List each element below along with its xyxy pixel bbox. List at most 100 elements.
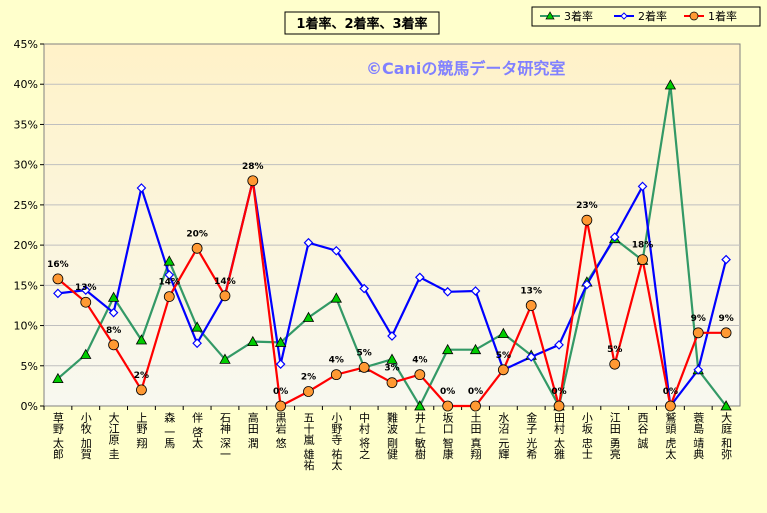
data-label: 14% xyxy=(214,277,236,287)
marker-2nd xyxy=(609,232,620,242)
marker-3rd xyxy=(386,353,398,364)
legend-label: 3着率 xyxy=(564,9,593,23)
x-tick-label: 森 一馬 xyxy=(163,411,176,449)
marker-1st xyxy=(136,384,147,396)
marker-3rd xyxy=(442,343,454,355)
marker-2nd xyxy=(526,352,537,362)
x-tick-label: 金子 光希 xyxy=(525,411,538,460)
marker-1st xyxy=(525,300,537,311)
title-box: 1着率、2着率、3着率 xyxy=(284,11,440,35)
data-label: 5% xyxy=(357,348,372,358)
data-label: 0% xyxy=(663,387,678,397)
marker-1st xyxy=(163,291,175,302)
legend-frame xyxy=(531,6,761,27)
x-tick-label: 田村 太雅 xyxy=(553,412,566,460)
marker-3rd xyxy=(191,321,203,332)
marker-1st xyxy=(275,400,287,412)
x-axis: 草野 太郎 小牧 加賀 大江原 圭 上野 翔 森 一馬 伴 啓太 石神 深一 高田 潤 黒岩 悠… xyxy=(43,406,733,471)
data-label: 2% xyxy=(134,371,149,381)
marker-2nd xyxy=(554,340,564,350)
plot-area xyxy=(43,43,741,407)
marker-1st xyxy=(720,327,732,339)
x-tick-label: 江田 勇亮 xyxy=(608,412,621,460)
y-axis: 0% 5% 10% 15% 20% 25% 30% 35% 40% 45% xyxy=(14,38,44,413)
marker-2nd xyxy=(331,245,342,256)
title-frame xyxy=(284,11,440,35)
data-label: 0% xyxy=(440,387,455,397)
legend: 3着率 2着率 1着率 xyxy=(531,6,761,27)
x-tick-label: 中村 将之 xyxy=(358,412,371,460)
marker-2nd xyxy=(136,183,147,193)
x-tick-label: 高田 潤 xyxy=(246,411,259,449)
chart-title: 1着率、2着率、3着率 xyxy=(296,16,427,32)
marker-1st xyxy=(414,369,426,381)
marker-2nd xyxy=(442,286,453,297)
marker-1st xyxy=(191,242,203,254)
marker-3rd xyxy=(274,336,287,347)
legend-label: 2着率 xyxy=(638,9,667,23)
y-tick-label: 0% xyxy=(21,400,38,413)
y-tick-label: 20% xyxy=(14,239,38,252)
data-label: 13% xyxy=(520,286,542,296)
marker-1st xyxy=(330,369,342,381)
data-label: 8% xyxy=(106,326,121,336)
data-label: 2% xyxy=(301,373,316,383)
marker-1st xyxy=(665,400,676,412)
marker-1st xyxy=(470,400,481,412)
series-markers xyxy=(52,79,732,412)
x-tick-label: 五十嵐 雄祐 xyxy=(302,412,315,471)
x-tick-label: 石神 深一 xyxy=(218,412,231,460)
marker-1st xyxy=(442,400,454,412)
x-tick-label: 難波 剛健 xyxy=(386,412,399,460)
x-tick-label: 土田 真翔 xyxy=(469,412,482,460)
x-tick-label: 小牧 加賀 xyxy=(79,412,92,460)
watermark: ©Caniの競馬データ研究室 xyxy=(366,59,565,78)
data-label: 28% xyxy=(242,162,264,172)
marker-1st xyxy=(553,400,565,412)
marker-2nd xyxy=(359,283,370,294)
x-tick-label: 井上 敏樹 xyxy=(413,411,426,460)
marker-1st xyxy=(52,273,64,285)
marker-3rd xyxy=(135,334,148,345)
marker-2nd xyxy=(414,272,425,283)
marker-3rd xyxy=(664,79,677,90)
marker-1st xyxy=(247,175,259,187)
marker-2nd xyxy=(164,270,175,280)
marker-2nd xyxy=(693,364,704,375)
data-label: 9% xyxy=(691,314,706,324)
marker-3rd xyxy=(497,327,510,339)
x-tick-label: 伴 啓太 xyxy=(191,412,204,449)
marker-1st xyxy=(692,327,704,339)
x-tick-label: 草野 太郎 xyxy=(51,412,64,460)
marker-3rd xyxy=(163,255,175,266)
marker-1st xyxy=(358,361,370,373)
legend-marker xyxy=(545,11,555,20)
marker-3rd xyxy=(107,291,120,302)
marker-2nd xyxy=(637,181,648,192)
y-tick-label: 25% xyxy=(14,199,38,212)
marker-2nd xyxy=(387,331,397,341)
marker-3rd xyxy=(219,353,231,364)
marker-1st xyxy=(303,386,314,397)
data-label: 13% xyxy=(75,283,97,293)
data-label: 0% xyxy=(551,387,566,397)
x-tick-label: 大江原 圭 xyxy=(107,411,120,460)
data-label: 5% xyxy=(496,351,511,361)
y-tick-label: 35% xyxy=(14,118,38,131)
marker-1st xyxy=(497,364,509,376)
marker-2nd xyxy=(303,237,314,248)
marker-1st xyxy=(609,358,621,370)
data-label: 23% xyxy=(576,201,598,211)
data-label: 5% xyxy=(607,345,622,355)
data-label: 9% xyxy=(718,314,733,324)
x-tick-label: 黒岩 悠 xyxy=(274,412,287,449)
data-label: 3% xyxy=(384,364,399,374)
x-tick-label: 西谷 誠 xyxy=(636,412,649,449)
legend-marker xyxy=(620,12,628,20)
marker-3rd xyxy=(720,400,732,411)
marker-1st xyxy=(637,254,648,265)
marker-2nd xyxy=(582,279,592,290)
x-tick-label: 小野寺 祐太 xyxy=(330,412,343,471)
y-tick-label: 15% xyxy=(14,279,38,292)
